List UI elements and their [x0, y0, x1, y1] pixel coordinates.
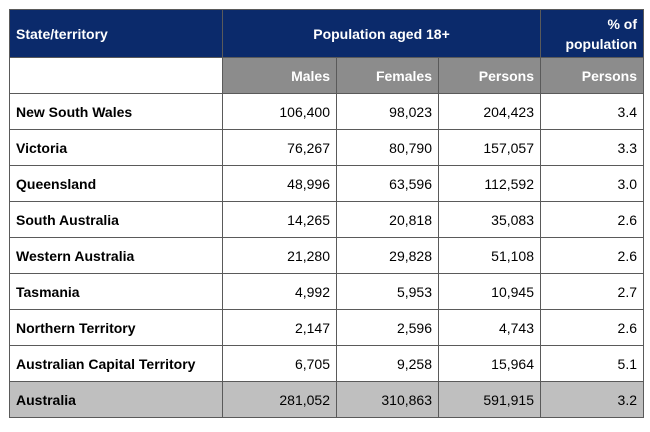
percent-value: 3.3	[540, 129, 644, 166]
percent-value: 5.1	[540, 345, 644, 382]
males-value: 48,996	[222, 165, 337, 202]
table-row: Australian Capital Territory 6,705 9,258…	[9, 345, 644, 382]
females-value: 2,596	[336, 309, 439, 346]
males-value: 21,280	[222, 237, 337, 274]
percent-value: 2.6	[540, 309, 644, 346]
females-value: 20,818	[336, 201, 439, 238]
subheader-blank-cell	[9, 57, 223, 94]
persons-value: 204,423	[438, 93, 541, 130]
percent-value: 3.4	[540, 93, 644, 130]
percent-value: 2.6	[540, 201, 644, 238]
state-name: New South Wales	[9, 93, 223, 130]
total-persons-value: 591,915	[438, 381, 541, 418]
table-row: South Australia 14,265 20,818 35,083 2.6	[9, 201, 644, 238]
state-name: Northern Territory	[9, 309, 223, 346]
table-row: Queensland 48,996 63,596 112,592 3.0	[9, 165, 644, 202]
persons-value: 51,108	[438, 237, 541, 274]
females-value: 5,953	[336, 273, 439, 310]
females-value: 98,023	[336, 93, 439, 130]
males-value: 76,267	[222, 129, 337, 166]
females-value: 63,596	[336, 165, 439, 202]
table-row: Victoria 76,267 80,790 157,057 3.3	[9, 129, 644, 166]
table-row: Tasmania 4,992 5,953 10,945 2.7	[9, 273, 644, 310]
subheader-pct-persons: Persons	[540, 57, 644, 94]
header-row: State/territory Population aged 18+ % of…	[9, 9, 644, 58]
females-value: 9,258	[336, 345, 439, 382]
percent-value: 2.7	[540, 273, 644, 310]
males-value: 106,400	[222, 93, 337, 130]
males-value: 2,147	[222, 309, 337, 346]
persons-value: 112,592	[438, 165, 541, 202]
persons-value: 10,945	[438, 273, 541, 310]
total-males-value: 281,052	[222, 381, 337, 418]
subheader-females: Females	[336, 57, 439, 94]
persons-value: 157,057	[438, 129, 541, 166]
percent-value: 3.0	[540, 165, 644, 202]
subheader-persons: Persons	[438, 57, 541, 94]
females-value: 80,790	[336, 129, 439, 166]
state-name: Tasmania	[9, 273, 223, 310]
population-group-header: Population aged 18+	[222, 9, 541, 58]
percent-column-header: % of population	[540, 9, 644, 58]
population-table: State/territory Population aged 18+ % of…	[9, 9, 644, 418]
total-name: Australia	[9, 381, 223, 418]
males-value: 6,705	[222, 345, 337, 382]
subheader-males: Males	[222, 57, 337, 94]
table-row: Western Australia 21,280 29,828 51,108 2…	[9, 237, 644, 274]
total-females-value: 310,863	[336, 381, 439, 418]
state-name: Australian Capital Territory	[9, 345, 223, 382]
persons-value: 35,083	[438, 201, 541, 238]
total-row: Australia 281,052 310,863 591,915 3.2	[9, 381, 644, 418]
table-row: Northern Territory 2,147 2,596 4,743 2.6	[9, 309, 644, 346]
state-name: Victoria	[9, 129, 223, 166]
males-value: 4,992	[222, 273, 337, 310]
state-name: Queensland	[9, 165, 223, 202]
persons-value: 15,964	[438, 345, 541, 382]
females-value: 29,828	[336, 237, 439, 274]
persons-value: 4,743	[438, 309, 541, 346]
table-row: New South Wales 106,400 98,023 204,423 3…	[9, 93, 644, 130]
state-name: South Australia	[9, 201, 223, 238]
state-column-header: State/territory	[9, 9, 223, 58]
males-value: 14,265	[222, 201, 337, 238]
percent-value: 2.6	[540, 237, 644, 274]
total-percent-value: 3.2	[540, 381, 644, 418]
state-name: Western Australia	[9, 237, 223, 274]
subheader-row: Males Females Persons Persons	[9, 57, 644, 94]
